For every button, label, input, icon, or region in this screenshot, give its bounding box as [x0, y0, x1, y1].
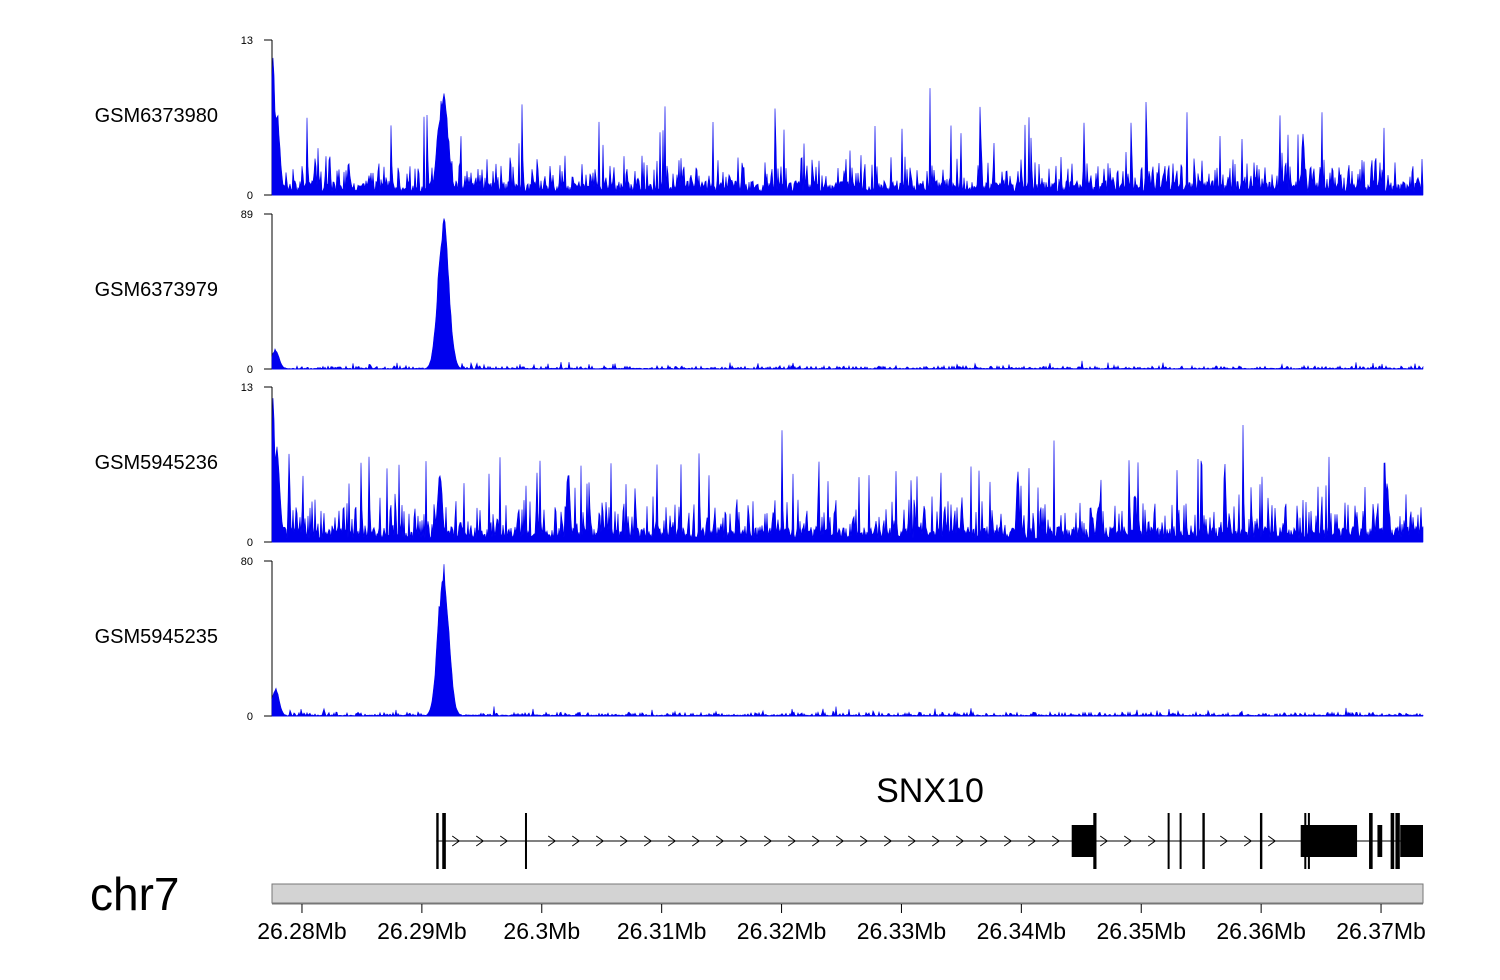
genomic-axis: 26.28Mb 26.29Mb 26.3Mb 26.31Mb 26.32Mb 26.33M…	[257, 903, 1426, 944]
exon-utr	[1202, 813, 1205, 869]
x-tick-label: 26.34Mb	[977, 918, 1067, 944]
track-GSM6373979: GSM6373979 89 0	[95, 209, 1424, 376]
strand-arrow	[955, 835, 965, 847]
exon-utr	[1179, 813, 1182, 869]
exon-coding	[1071, 825, 1095, 857]
x-tick-label: 26.28Mb	[257, 918, 347, 944]
x-tick-label: 26.36Mb	[1216, 918, 1306, 944]
exon-utr	[1167, 813, 1170, 869]
track-label: GSM6373980	[95, 105, 218, 127]
exon-marker	[1094, 813, 1097, 869]
x-tick-label: 26.35Mb	[1096, 918, 1186, 944]
exon-marker	[1397, 813, 1400, 869]
coverage-area	[271, 218, 1424, 370]
track-label: GSM5945235	[95, 626, 218, 648]
coverage-area	[271, 564, 1424, 717]
strand-arrow	[691, 835, 701, 847]
strand-arrow	[595, 835, 605, 847]
strand-arrow	[571, 835, 581, 847]
exon-utr	[1395, 813, 1400, 869]
exon-utr	[1093, 813, 1096, 869]
strand-arrow	[715, 835, 725, 847]
exon-utr	[1369, 813, 1373, 869]
coverage-tracks: GSM6373980130GSM6373979890GSM5945236130G…	[95, 35, 1424, 723]
strand-arrow	[883, 835, 893, 847]
x-tick-label: 26.29Mb	[377, 918, 467, 944]
exon-utr	[1259, 813, 1263, 869]
chromosome-label: chr7	[90, 868, 179, 920]
y-tick-label-max: 13	[241, 382, 253, 394]
exon-coding	[1309, 825, 1358, 857]
gene-name-label: SNX10	[876, 772, 984, 810]
strand-arrow	[643, 835, 653, 847]
track-label: GSM5945236	[95, 452, 218, 474]
y-tick-label-min: 0	[247, 711, 253, 723]
x-tick-label: 26.3Mb	[503, 918, 580, 944]
strand-arrow	[763, 835, 773, 847]
x-tick-label: 26.33Mb	[857, 918, 947, 944]
strand-arrow	[451, 835, 461, 847]
strand-arrow	[787, 835, 797, 847]
track-GSM5945236: GSM5945236 13 0	[95, 382, 1424, 549]
track-GSM5945235: GSM5945235 80 0	[95, 556, 1424, 723]
strand-arrow	[739, 835, 749, 847]
strand-arrow	[1099, 835, 1109, 847]
y-tick-label-min: 0	[247, 537, 253, 549]
strand-arrow	[811, 835, 821, 847]
strand-arrow	[907, 835, 917, 847]
strand-arrow	[1027, 835, 1037, 847]
strand-arrow	[1147, 835, 1157, 847]
strand-arrow	[979, 835, 989, 847]
strand-arrow	[859, 835, 869, 847]
strand-arrow	[667, 835, 677, 847]
strand-arrow	[1123, 835, 1133, 847]
track-label: GSM6373979	[95, 279, 218, 301]
chromosome-ideogram: chr7	[90, 868, 1424, 920]
y-tick-label-min: 0	[247, 190, 253, 202]
exon-utr	[1390, 813, 1395, 869]
strand-arrow	[475, 835, 485, 847]
strand-arrow	[1219, 835, 1229, 847]
exon-utr	[436, 813, 439, 869]
exon-coding	[1377, 825, 1383, 857]
strand-arrow	[499, 835, 509, 847]
track-GSM6373980: GSM6373980 13 0	[95, 35, 1424, 202]
chromosome-bar	[271, 883, 1424, 904]
x-tick-label: 26.31Mb	[617, 918, 707, 944]
strand-arrow	[619, 835, 629, 847]
x-tick-label: 26.37Mb	[1336, 918, 1426, 944]
gene-structure	[436, 813, 1423, 869]
strand-arrow	[547, 835, 557, 847]
strand-arrow	[835, 835, 845, 847]
exon-marker	[1307, 813, 1310, 869]
x-tick-label: 26.32Mb	[737, 918, 827, 944]
coverage-area	[271, 57, 1424, 196]
strand-arrow	[1051, 835, 1061, 847]
exon-utr	[524, 813, 527, 869]
strand-arrow	[1243, 835, 1253, 847]
exon-marker	[1304, 813, 1307, 869]
strand-arrow	[931, 835, 941, 847]
exon-utr	[442, 813, 446, 869]
strand-arrow	[1267, 835, 1277, 847]
coverage-area	[271, 398, 1424, 543]
y-tick-label-min: 0	[247, 364, 253, 376]
strand-arrow	[1003, 835, 1013, 847]
exon-coding	[1400, 825, 1423, 857]
y-tick-label-max: 80	[241, 556, 253, 568]
y-tick-label-max: 89	[241, 209, 253, 221]
y-tick-label-max: 13	[241, 35, 253, 47]
gene-track: SNX10	[436, 772, 1423, 869]
